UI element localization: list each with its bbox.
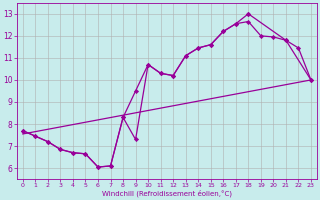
- X-axis label: Windchill (Refroidissement éolien,°C): Windchill (Refroidissement éolien,°C): [102, 190, 232, 197]
